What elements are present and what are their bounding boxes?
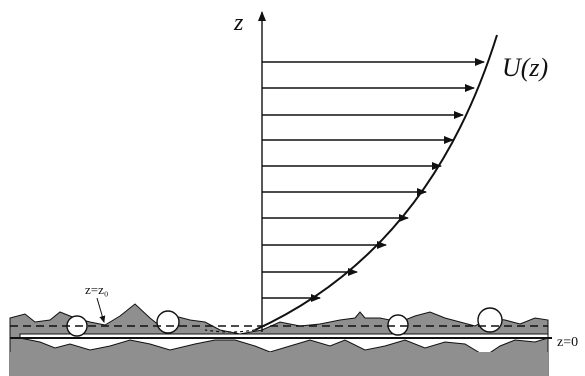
wind-profile-diagram: z U(z) z=z₀ z=0 <box>0 0 585 376</box>
velocity-profile <box>255 35 497 330</box>
velocity-arrows <box>262 62 484 298</box>
profile-label: U(z) <box>502 53 548 82</box>
roughness-pointer <box>97 298 104 322</box>
surface-label: z=0 <box>557 335 578 350</box>
roughness-label: z=z₀ <box>85 282 108 297</box>
z-axis-label: z <box>233 10 244 36</box>
ground-band <box>10 352 548 376</box>
